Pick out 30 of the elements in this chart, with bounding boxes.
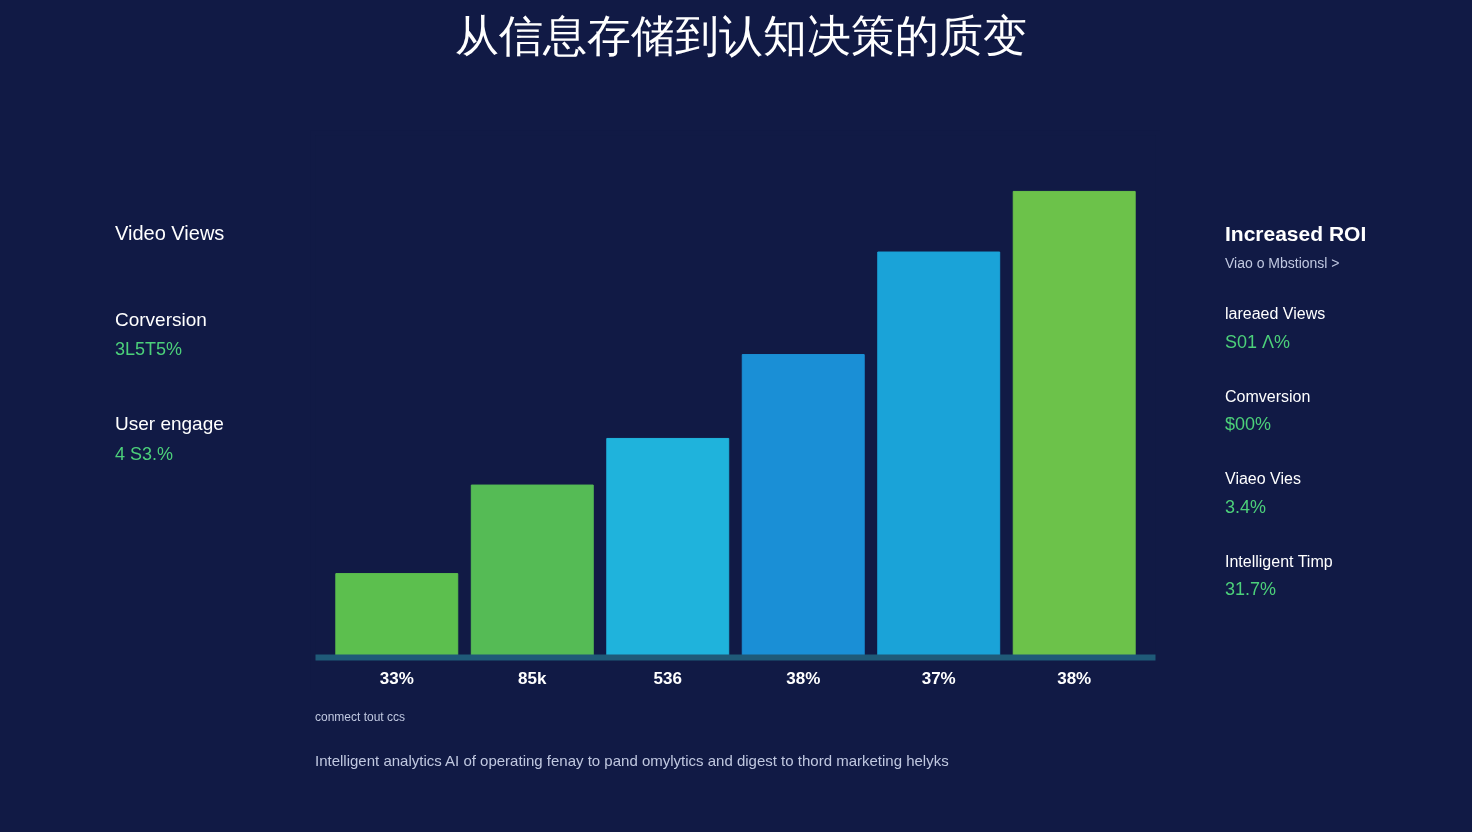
bar bbox=[470, 484, 594, 658]
text: $00% bbox=[1225, 413, 1273, 437]
bar bbox=[335, 573, 459, 658]
text: Viao o Mbstionsl > bbox=[1225, 254, 1341, 273]
bar bbox=[877, 251, 1001, 658]
text: S01 Λ% bbox=[1225, 330, 1292, 354]
text: 31.7% bbox=[1225, 578, 1278, 602]
x-tick-label: 536 bbox=[653, 668, 682, 688]
text: Increased ROI bbox=[1225, 221, 1367, 247]
x-tick-label: 33% bbox=[379, 668, 414, 688]
text: Video Views bbox=[115, 221, 225, 246]
text: lareaed Views bbox=[1225, 304, 1327, 324]
x-tick-label: 37% bbox=[921, 668, 956, 688]
text: Viaeo Vies bbox=[1225, 469, 1302, 490]
bar bbox=[606, 437, 730, 658]
x-tick-label: 85k bbox=[518, 668, 547, 688]
bar bbox=[1012, 190, 1136, 658]
text: conmect tout ccs bbox=[315, 709, 407, 726]
text: 3L5T5% bbox=[115, 337, 184, 361]
text: Intelligent analytics AI of operating fenay to pand omylytics and digest to thord marketing helyks bbox=[315, 751, 949, 772]
text: Intelligent Timp bbox=[1225, 551, 1334, 572]
text: Corversion bbox=[115, 307, 208, 332]
chart-title: 从信息存储到认知决策的质变 bbox=[454, 10, 1028, 62]
text: 4 S3.% bbox=[115, 442, 175, 466]
x-tick-label: 38% bbox=[1057, 668, 1092, 688]
text: 3.4% bbox=[1225, 495, 1268, 519]
text: Comversion bbox=[1225, 386, 1312, 407]
x-tick-label: 38% bbox=[786, 668, 821, 688]
bar bbox=[741, 354, 865, 658]
text: User engage bbox=[115, 412, 225, 437]
